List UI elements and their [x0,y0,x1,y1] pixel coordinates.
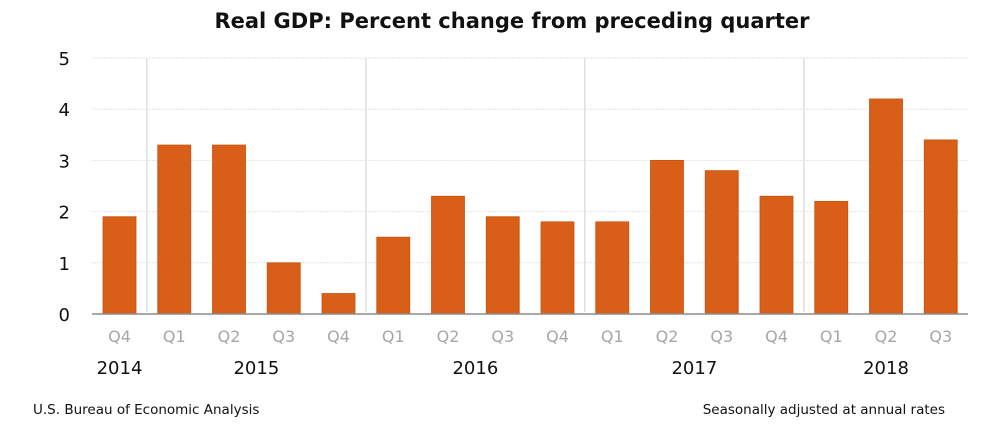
bar-2018-q1 [814,200,849,315]
bar-2018-q2 [869,98,903,315]
bar-2017-q4 [759,195,794,315]
bar-2015-q1 [157,144,192,315]
bars [102,98,958,315]
bar-2016-q3 [485,216,520,315]
x-tick-label: Q2 [875,327,898,346]
x-tick-label: Q1 [601,327,624,346]
chart-title: Real GDP: Percent change from preceding … [214,9,810,33]
x-tick-label: Q1 [163,327,186,346]
bar-2017-q1 [595,221,630,315]
x-tick-label: Q4 [765,327,788,346]
year-label: 2018 [863,358,909,379]
x-tick-label: Q3 [710,327,733,346]
x-tick-label: Q4 [546,327,569,346]
bar-2016-q4 [540,221,575,315]
x-tick-label: Q2 [437,327,460,346]
x-tick-label: Q2 [656,327,679,346]
bar-2018-q3 [923,139,958,315]
bar-2014-q4 [102,216,137,315]
year-label: 2016 [452,358,498,379]
x-tick-label: Q1 [382,327,405,346]
bar-2016-q2 [431,195,465,315]
bar-2015-q3 [266,262,301,315]
y-tick-label: 1 [59,254,70,275]
x-axis-quarter-ticks: Q4 Q1 Q2 Q3 Q4 Q1 Q2 Q3 Q4 Q1 Q2 Q3 Q4 Q1 Q2 Q3 [108,327,952,346]
y-tick-label: 2 [59,203,70,224]
y-axis-ticks: 0 1 2 3 4 5 [59,49,70,326]
x-tick-label: Q4 [327,327,350,346]
source-note: U.S. Bureau of Economic Analysis [33,402,259,418]
x-tick-label: Q1 [820,327,843,346]
y-tick-label: 0 [59,305,70,326]
x-tick-label: Q3 [272,327,295,346]
year-label: 2017 [671,358,717,379]
bar-2016-q1 [376,236,411,315]
x-axis-year-labels: 2014 2015 2016 2017 2018 [97,358,909,379]
year-label: 2015 [233,358,279,379]
x-tick-label: Q3 [929,327,952,346]
adjustment-note: Seasonally adjusted at annual rates [703,402,945,418]
y-tick-label: 3 [59,151,70,172]
x-tick-label: Q3 [491,327,514,346]
year-label: 2014 [97,358,143,379]
x-tick-label: Q4 [108,327,131,346]
x-tick-label: Q2 [218,327,241,346]
bar-2015-q2 [212,144,246,315]
year-separators [146,58,805,312]
y-tick-label: 5 [59,49,70,70]
y-tick-label: 4 [59,100,70,121]
bar-2017-q2 [650,159,684,315]
bar-2017-q3 [704,170,739,315]
bar-2015-q4 [321,293,356,315]
